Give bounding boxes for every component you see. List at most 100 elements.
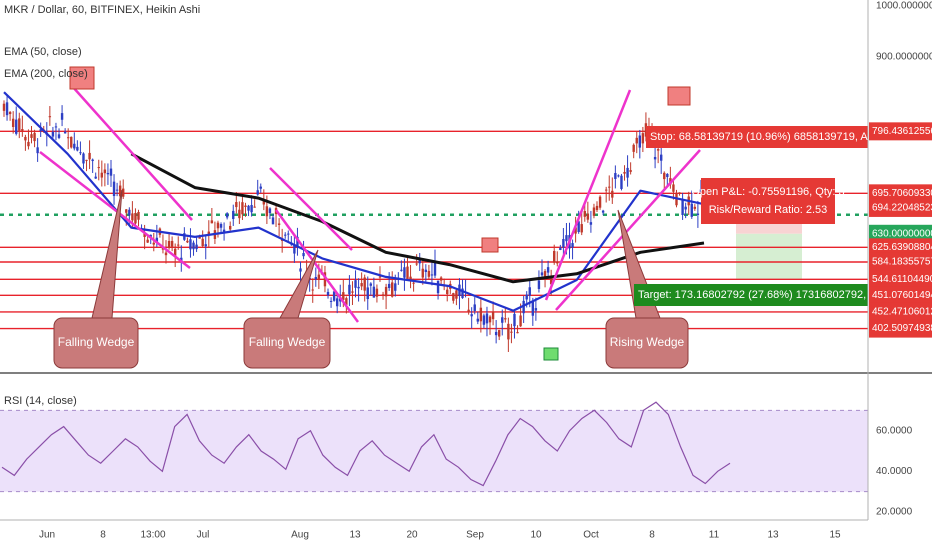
wedge-trendline[interactable] — [39, 151, 191, 269]
candle-body — [604, 189, 608, 191]
candle-body — [296, 236, 299, 247]
wedge-trendline[interactable] — [555, 149, 701, 311]
candle-body — [97, 167, 100, 169]
candle-body — [189, 239, 192, 250]
price-tag[interactable] — [869, 319, 932, 338]
ema200-line[interactable] — [130, 152, 705, 284]
candle-body — [60, 113, 64, 120]
wedge-trendline[interactable] — [269, 167, 353, 251]
candle-body — [225, 213, 229, 218]
candle-body — [574, 227, 577, 234]
candle-body — [611, 190, 614, 198]
candle-body — [323, 272, 327, 287]
candle-body — [421, 268, 424, 278]
target-label-box[interactable] — [634, 284, 868, 306]
candle-body — [302, 253, 305, 257]
candle-body — [348, 284, 351, 295]
candle-body — [180, 257, 183, 262]
candle-body — [525, 294, 528, 300]
candle-body — [201, 238, 204, 247]
price-tag[interactable] — [869, 302, 932, 321]
wedge-trendline[interactable] — [544, 89, 632, 301]
ema200-legend: EMA (200, close) — [4, 68, 88, 80]
candle-body — [693, 206, 697, 209]
candle-body — [76, 146, 79, 151]
candle-body — [394, 283, 397, 291]
time-tick-label: Sep — [466, 530, 484, 541]
candle-body — [690, 203, 693, 217]
wedge-callout[interactable] — [605, 317, 689, 369]
candle-body — [381, 294, 385, 296]
candle-body — [317, 274, 321, 279]
peak-marker — [667, 86, 691, 106]
candle-body — [608, 186, 611, 188]
rsi-tick-label: 60.0000 — [876, 425, 913, 436]
candle-body — [39, 129, 42, 132]
candle-body — [18, 118, 21, 131]
rsi-band — [0, 410, 868, 492]
price-tag[interactable] — [869, 224, 932, 243]
wedge-callout[interactable] — [243, 317, 331, 369]
candle-body — [565, 235, 568, 242]
candle-body — [36, 147, 39, 154]
candle-body — [48, 116, 52, 118]
candle-body — [583, 211, 586, 217]
candle-body — [235, 202, 238, 208]
candle-body — [24, 136, 27, 141]
candle-body — [482, 315, 486, 325]
candle-body — [553, 250, 556, 263]
time-tick-label: 13 — [767, 530, 779, 541]
candle-body — [94, 176, 97, 179]
candle-body — [598, 196, 602, 208]
candle-body — [629, 170, 632, 172]
candle-body — [656, 149, 660, 151]
time-tick-label: Jul — [197, 530, 210, 541]
price-tag[interactable] — [869, 238, 932, 257]
candle-body — [387, 283, 391, 288]
pnl-label-box[interactable] — [701, 178, 835, 224]
candle-body — [626, 167, 629, 178]
price-tag[interactable] — [869, 122, 932, 141]
price-tag[interactable] — [869, 270, 932, 289]
candle-body — [186, 240, 189, 243]
wedge-trendline[interactable] — [274, 209, 360, 323]
time-tick-label: 20 — [406, 530, 418, 541]
wedge-trendline[interactable] — [71, 85, 193, 221]
candle-body — [250, 205, 253, 213]
price-tag[interactable] — [869, 198, 932, 217]
candle-body — [476, 318, 479, 322]
candle-body — [128, 209, 131, 216]
candle-body — [253, 206, 256, 208]
time-tick-label: Oct — [583, 530, 599, 541]
candle-body — [91, 159, 94, 162]
candle-body — [103, 169, 107, 174]
time-tick-label: Aug — [291, 530, 309, 541]
price-tag[interactable] — [869, 184, 932, 203]
stop-label-box[interactable] — [646, 126, 868, 148]
trough-marker — [543, 347, 559, 361]
candle-body — [146, 239, 149, 243]
candle-body — [485, 313, 489, 324]
price-tag-label: 544.61104490 — [872, 274, 932, 285]
wedge-callout[interactable] — [53, 317, 139, 369]
rsi-line[interactable] — [1, 401, 731, 487]
candle-body — [638, 135, 642, 148]
target-label: Target: 173.16802792 (27.68%) 1731680279… — [638, 289, 910, 301]
callout-label: Falling Wedge — [249, 335, 326, 349]
candle-body — [623, 171, 626, 174]
candle-body — [504, 318, 507, 320]
candle-body — [284, 234, 287, 236]
candle-body — [351, 291, 354, 293]
price-tag[interactable] — [869, 252, 932, 271]
candle-body — [277, 223, 281, 225]
candle-body — [620, 175, 623, 189]
candle-body — [586, 213, 590, 220]
candle-body — [210, 220, 214, 224]
candle-body — [372, 286, 376, 298]
candle-body — [357, 286, 360, 289]
candle-body — [335, 298, 339, 307]
price-tag-label: 451.07601494 — [872, 290, 932, 301]
candle-body — [177, 244, 180, 246]
price-tag[interactable] — [869, 286, 932, 305]
